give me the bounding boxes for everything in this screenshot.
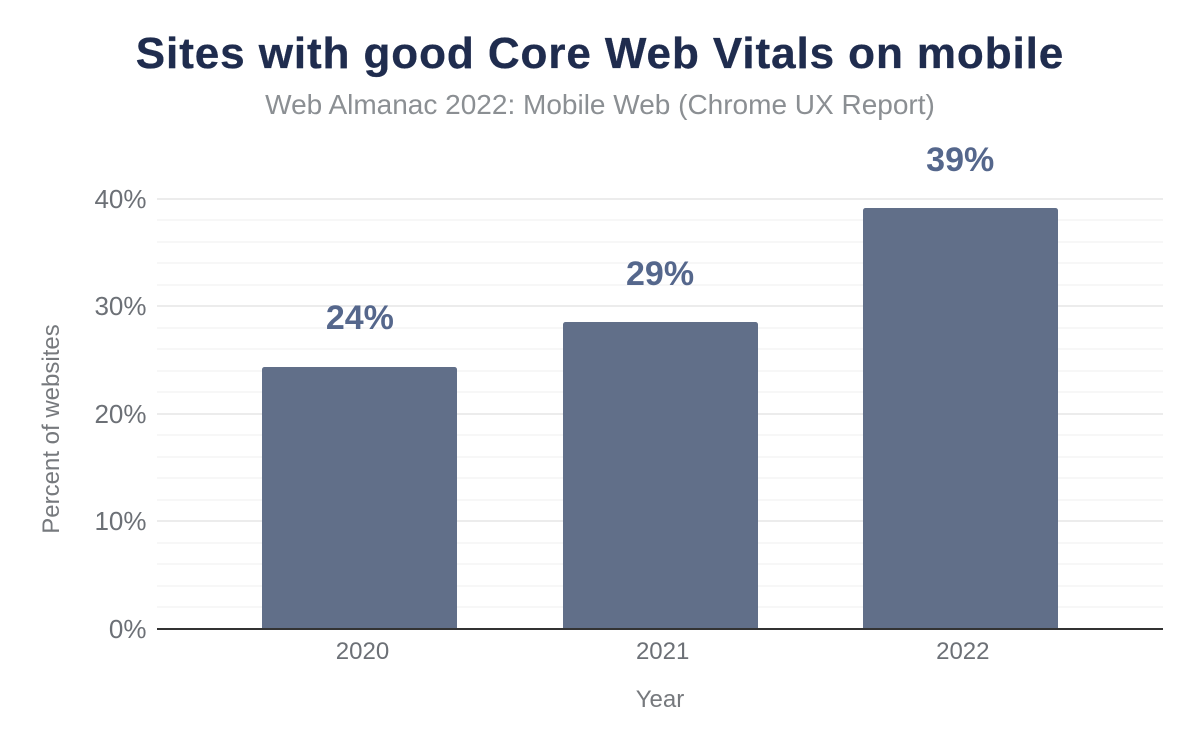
y-axis-title: Percent of websites (37, 324, 65, 534)
bar (862, 208, 1058, 630)
gridline-major (157, 305, 1163, 308)
bar (562, 322, 758, 630)
gridline-minor (157, 283, 1163, 286)
y-tick-label: 40% (94, 183, 147, 214)
x-axis-title: Year (635, 686, 685, 714)
gridline-minor (157, 240, 1163, 243)
x-tick-label: 2021 (635, 638, 690, 665)
gridline-major (157, 197, 1163, 200)
y-tick-label: 10% (94, 506, 147, 537)
y-tick-label: 20% (94, 398, 147, 429)
x-axis-line (157, 627, 1163, 631)
y-tick-label: 0% (108, 613, 147, 644)
gridline-minor (157, 219, 1163, 222)
bar (262, 366, 458, 630)
chart-title: Sites with good Core Web Vitals on mobil… (135, 29, 1065, 78)
x-tick-label: 2020 (335, 638, 390, 665)
gridline-minor (157, 262, 1163, 265)
bar-value-label: 29% (626, 255, 695, 294)
chart-subtitle: Web Almanac 2022: Mobile Web (Chrome UX … (265, 88, 935, 120)
bar-value-label: 39% (926, 141, 995, 180)
bar-value-label: 24% (325, 299, 394, 338)
y-tick-label: 30% (94, 291, 147, 322)
x-tick-label: 2022 (936, 638, 990, 665)
